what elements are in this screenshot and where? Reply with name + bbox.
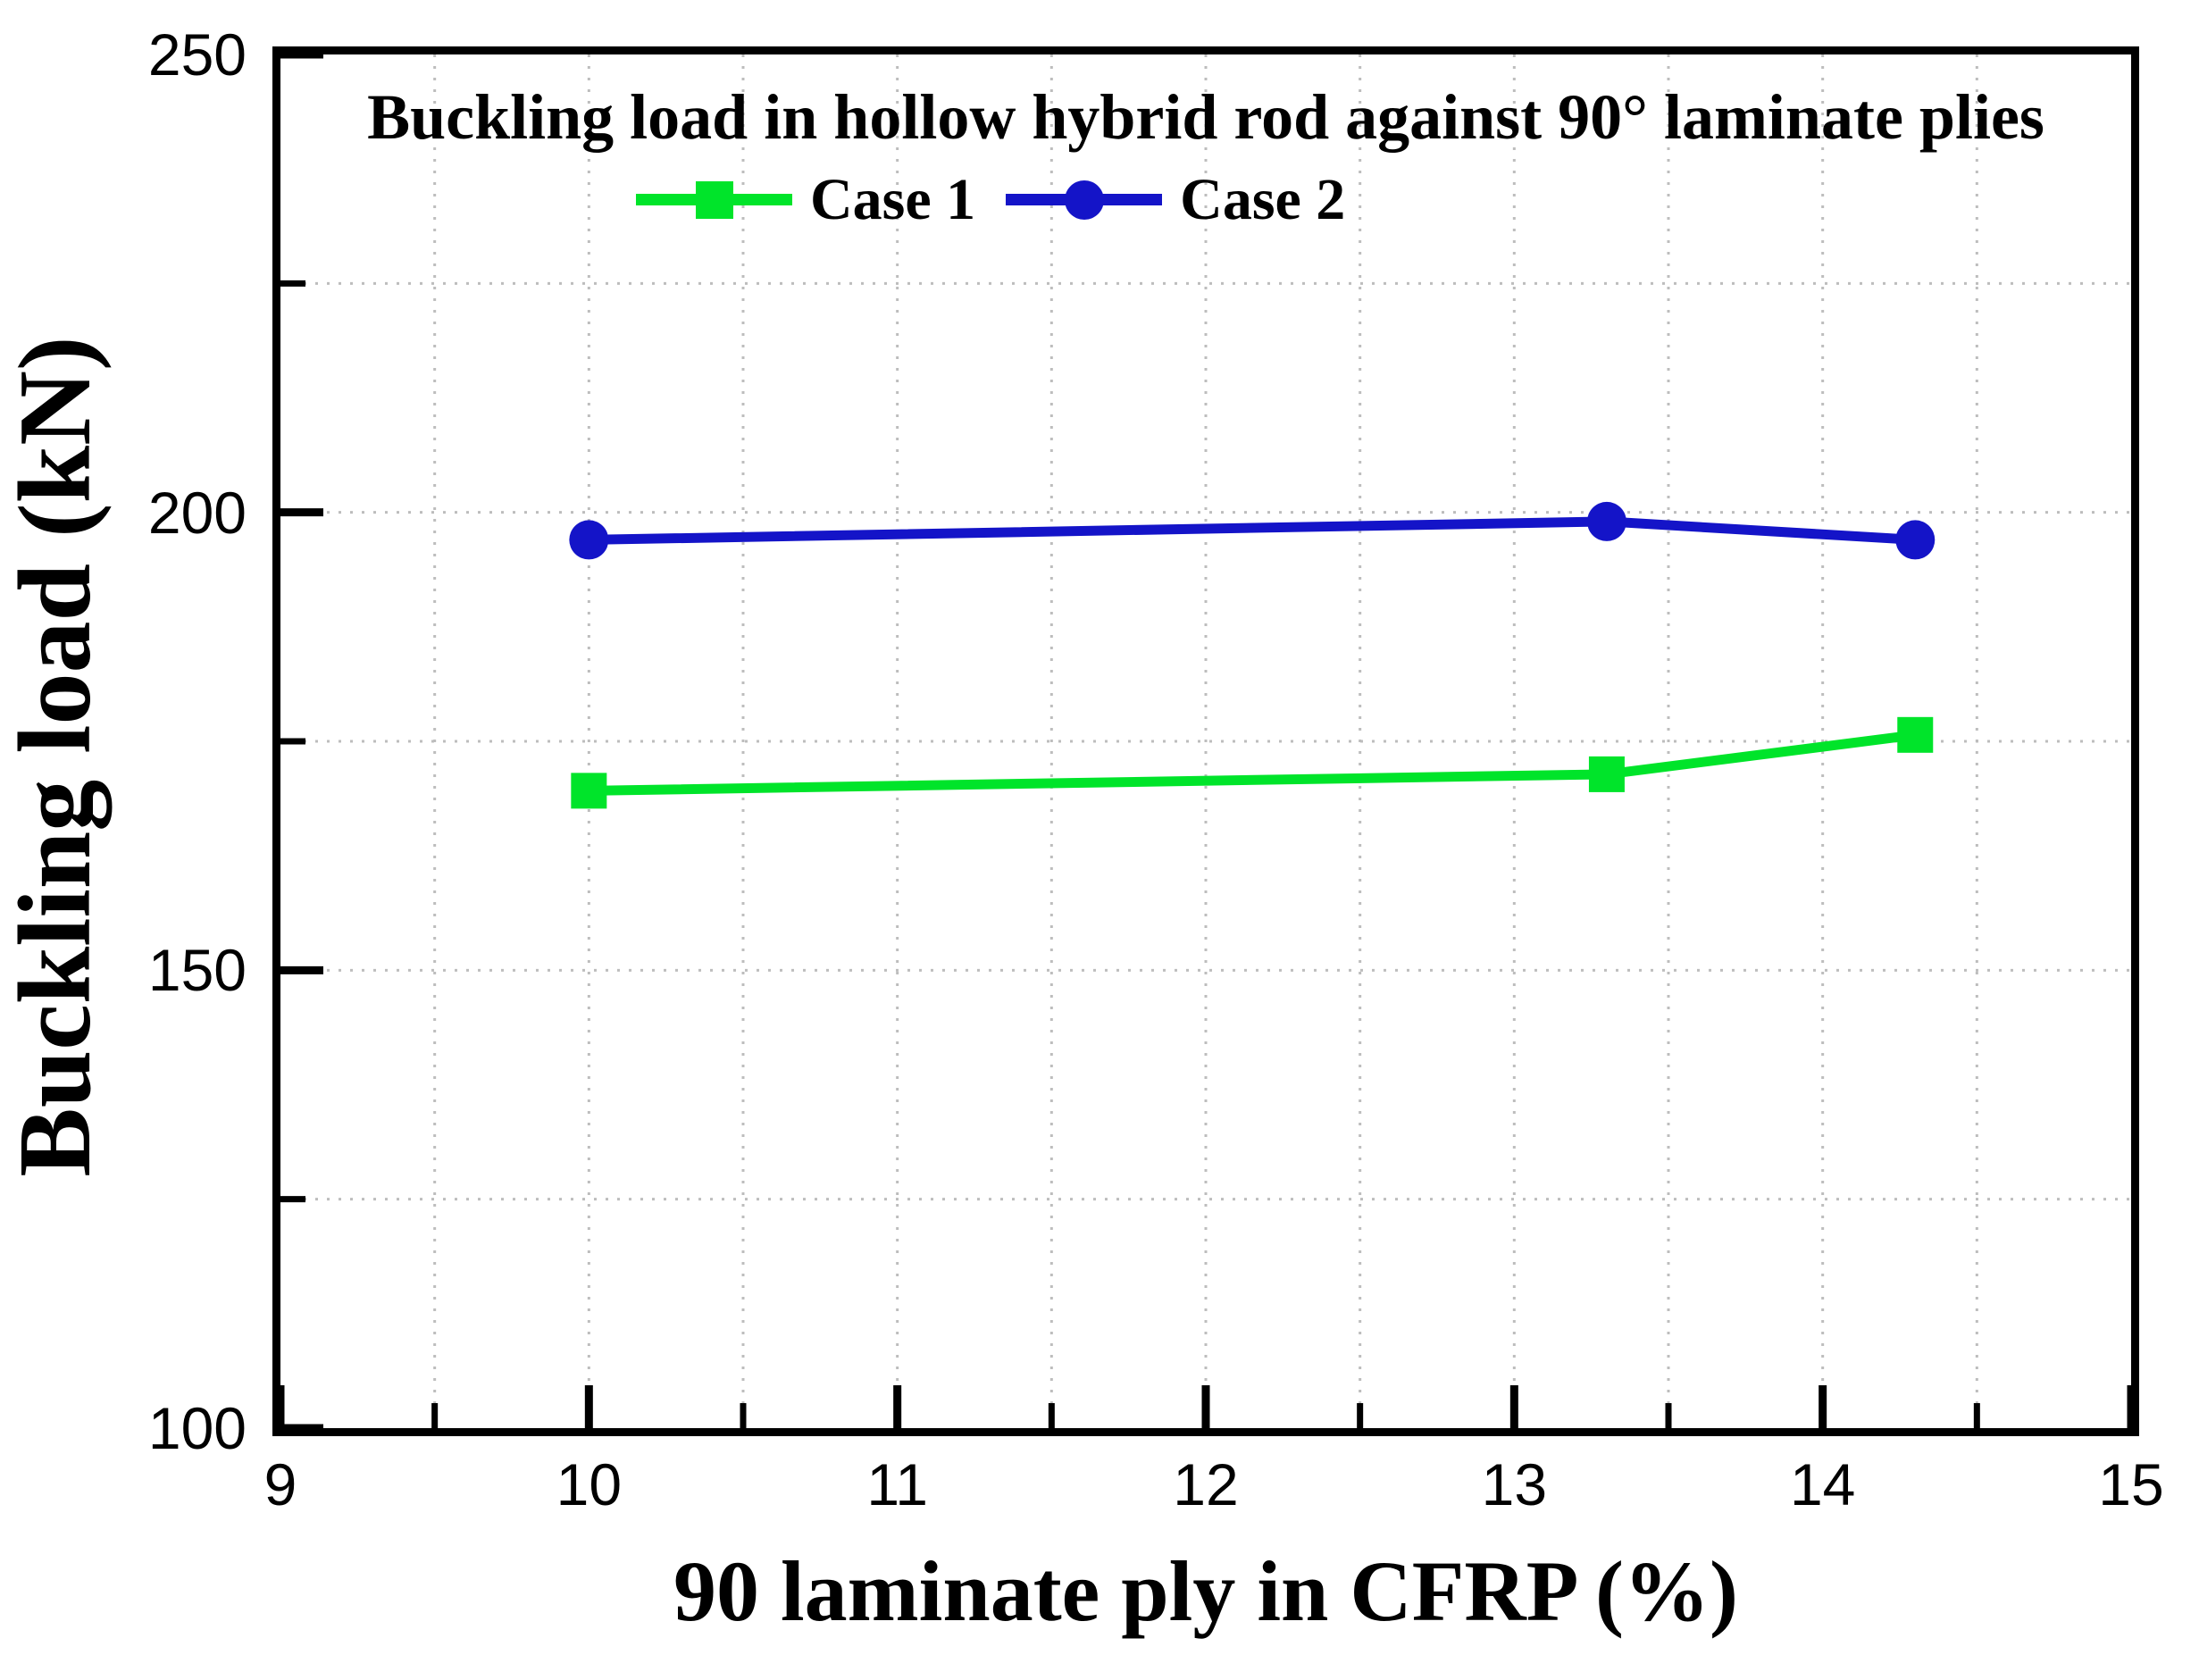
x-tick-label-13: 13	[1481, 1451, 1548, 1517]
chart-title: Buckling load in hollow hybrid rod again…	[367, 81, 2044, 153]
legend-label: Case 2	[1180, 167, 1346, 232]
legend-swatch-circle-icon	[1006, 179, 1163, 221]
x-tick-label-14: 14	[1789, 1451, 1856, 1517]
plot-canvas	[280, 54, 2131, 1428]
marker-case-1-2	[1897, 716, 1934, 753]
y-tick-label-150: 150	[147, 937, 247, 1004]
y-axis-title: Buckling load (kN)	[0, 336, 113, 1177]
marker-case-2-1	[1586, 501, 1626, 541]
marker-case-1-0	[571, 773, 607, 809]
plot-area	[272, 46, 2139, 1436]
marker-case-2-0	[569, 520, 609, 560]
marker-case-1-1	[1588, 756, 1625, 792]
series-line-case-1	[589, 730, 1916, 796]
legend-marker-square-icon	[695, 181, 733, 219]
legend: Case 1 Case 2	[636, 166, 1345, 234]
x-tick-label-15: 15	[2098, 1451, 2164, 1517]
y-tick-label-250: 250	[147, 21, 247, 88]
x-tick-label-9: 9	[263, 1451, 297, 1517]
marker-case-2-2	[1895, 520, 1936, 560]
legend-label: Case 1	[810, 167, 976, 232]
x-tick-label-11: 11	[866, 1451, 928, 1517]
y-tick-label-200: 200	[147, 479, 247, 546]
x-tick-label-10: 10	[556, 1451, 623, 1517]
legend-swatch-square-icon	[636, 179, 792, 221]
series-line-case-2	[589, 516, 1916, 545]
legend-marker-circle-icon	[1064, 180, 1104, 220]
x-tick-label-12: 12	[1173, 1451, 1239, 1517]
legend-item-case-1: Case 1	[636, 166, 975, 234]
x-axis-title: 90 laminate ply in CFRP (%)	[673, 1543, 1738, 1639]
y-tick-label-100: 100	[147, 1395, 247, 1461]
legend-item-case-2: Case 2	[1006, 166, 1345, 234]
